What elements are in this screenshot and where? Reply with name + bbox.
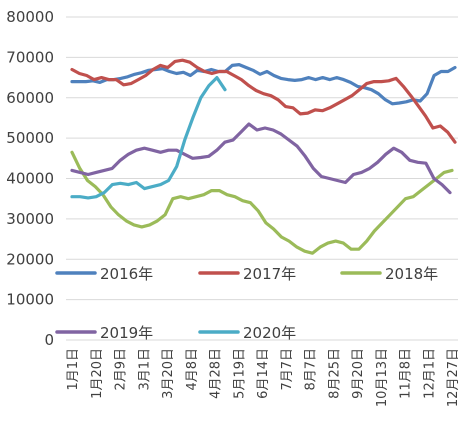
y-tick-label: 80000 <box>6 8 54 26</box>
legend-label: 2018年 <box>385 265 438 283</box>
legend-label: 2019年 <box>100 324 153 342</box>
y-tick-label: 10000 <box>6 291 54 309</box>
x-tick-label: 12月27日 <box>446 348 461 407</box>
y-tick-label: 0 <box>44 331 54 349</box>
x-tick-label: 8月25日 <box>327 348 342 399</box>
legend-label: 2016年 <box>100 265 153 283</box>
x-tick-label: 3月1日 <box>137 348 152 391</box>
x-tick-label: 10月13日 <box>375 348 390 407</box>
legend-item: 2020年 <box>198 324 296 342</box>
x-tick-label: 8月7日 <box>304 348 319 391</box>
x-tick-label: 12月1日 <box>422 348 437 399</box>
series-line-2019年 <box>70 122 452 195</box>
x-tick-label: 1月1日 <box>66 348 81 391</box>
x-tick-label: 4月28日 <box>209 348 224 399</box>
y-tick-label: 70000 <box>6 48 54 66</box>
legend-item: 2019年 <box>55 324 153 342</box>
y-tick-label: 20000 <box>6 250 54 268</box>
y-tick-label: 40000 <box>6 170 54 188</box>
series-line-2016年 <box>70 62 457 106</box>
legend-label: 2020年 <box>243 324 296 342</box>
x-tick-label: 9月20日 <box>351 348 366 399</box>
series-line-2017年 <box>70 58 457 144</box>
legend-item: 2017年 <box>198 265 296 283</box>
x-tick-label: 4月8日 <box>185 348 200 391</box>
x-tick-label: 7月7日 <box>280 348 295 391</box>
y-tick-label: 50000 <box>6 129 54 147</box>
x-tick-label: 6月14日 <box>256 348 271 399</box>
gridlines <box>66 16 458 341</box>
x-tick-label: 1月20日 <box>90 348 105 399</box>
legend-item: 2016年 <box>55 265 153 283</box>
series-line-2020年 <box>70 75 227 200</box>
series-line-2018年 <box>70 150 454 255</box>
x-axis-tick-labels: 1月1日 1月20日 2月9日 3月1日 3月20日 4月8日 4月28日 5月19日 6月14… <box>66 348 461 407</box>
legend: 2016年 2017年 2018年 2019年 2020年 <box>55 265 438 342</box>
x-tick-label: 2月9日 <box>114 348 129 391</box>
series-lines <box>70 58 457 255</box>
y-tick-label: 60000 <box>6 89 54 107</box>
x-tick-label: 3月20日 <box>161 348 176 399</box>
x-tick-label: 11月8日 <box>399 348 414 399</box>
legend-label: 2017年 <box>243 265 296 283</box>
y-tick-label: 30000 <box>6 210 54 228</box>
legend-item: 2018年 <box>340 265 438 283</box>
y-axis-tick-labels: 0 10000 20000 30000 40000 50000 60000 70000 8000… <box>6 8 54 349</box>
x-tick-label: 5月19日 <box>232 348 247 399</box>
